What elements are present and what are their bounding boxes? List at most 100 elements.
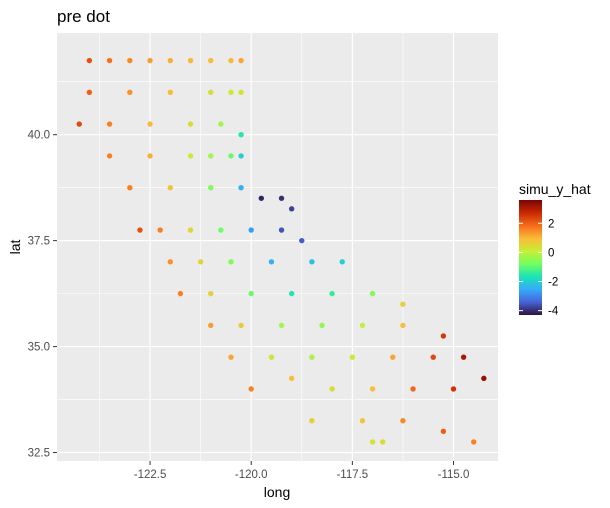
data-point bbox=[319, 322, 325, 329]
data-point bbox=[288, 206, 295, 212]
y-tick-label: 37.5 bbox=[28, 236, 50, 248]
data-point bbox=[167, 259, 173, 265]
data-point bbox=[208, 89, 214, 96]
data-point bbox=[359, 418, 366, 424]
data-point bbox=[390, 354, 396, 360]
data-point bbox=[278, 227, 285, 233]
data-point bbox=[167, 89, 173, 96]
data-point bbox=[127, 89, 133, 96]
data-points bbox=[76, 57, 487, 445]
data-point bbox=[268, 259, 275, 265]
data-point bbox=[400, 322, 406, 329]
data-point bbox=[228, 57, 234, 64]
data-point bbox=[197, 259, 204, 265]
data-point bbox=[278, 195, 285, 201]
data-point bbox=[410, 386, 416, 392]
data-point bbox=[86, 89, 93, 96]
data-point bbox=[208, 290, 214, 297]
data-point bbox=[228, 153, 234, 159]
data-point bbox=[238, 184, 244, 191]
data-point bbox=[258, 195, 265, 201]
x-tick-label: -117.5 bbox=[336, 469, 368, 481]
data-point bbox=[228, 259, 234, 265]
data-point bbox=[238, 89, 244, 96]
data-point bbox=[137, 227, 143, 233]
x-tick-label: -120.0 bbox=[235, 469, 268, 481]
data-point bbox=[228, 354, 234, 360]
data-point bbox=[208, 153, 214, 159]
data-point bbox=[471, 439, 477, 445]
legend: simu_y_hat 2 0 -2 -4 bbox=[519, 181, 591, 318]
data-point bbox=[238, 322, 244, 329]
data-point bbox=[218, 121, 224, 127]
data-point bbox=[228, 89, 234, 96]
data-point bbox=[177, 290, 184, 297]
data-point bbox=[278, 322, 285, 329]
data-point bbox=[238, 57, 244, 64]
data-point bbox=[218, 227, 224, 233]
plot-panel bbox=[57, 33, 498, 461]
data-point bbox=[208, 57, 214, 64]
data-point bbox=[147, 121, 153, 127]
data-point bbox=[481, 375, 487, 382]
y-axis-title: lat bbox=[7, 240, 23, 255]
data-point bbox=[106, 121, 113, 127]
data-point bbox=[187, 153, 194, 159]
data-point bbox=[147, 57, 153, 64]
data-point bbox=[369, 386, 376, 392]
data-point bbox=[147, 153, 153, 159]
data-point bbox=[288, 375, 295, 382]
data-point bbox=[369, 290, 376, 297]
y-axis: 32.5 35.0 37.5 40.0 bbox=[28, 130, 57, 460]
y-tick-label: 32.5 bbox=[28, 448, 50, 460]
data-point bbox=[349, 354, 356, 360]
legend-tick-label: 0 bbox=[548, 247, 554, 259]
legend-colorbar bbox=[519, 200, 542, 315]
data-point bbox=[127, 57, 133, 64]
data-point bbox=[187, 121, 194, 127]
data-point bbox=[430, 354, 436, 360]
data-point bbox=[309, 418, 315, 424]
data-point bbox=[400, 301, 406, 307]
data-point bbox=[329, 290, 335, 297]
data-point bbox=[238, 132, 244, 138]
legend-ticks: 2 0 -2 -4 bbox=[519, 218, 559, 318]
data-point bbox=[369, 439, 376, 445]
legend-title: simu_y_hat bbox=[519, 181, 591, 197]
y-tick-label: 40.0 bbox=[28, 130, 50, 142]
data-point bbox=[86, 57, 93, 64]
data-point bbox=[167, 57, 173, 64]
data-point bbox=[329, 386, 335, 392]
data-point bbox=[379, 439, 386, 445]
data-point bbox=[359, 322, 366, 329]
legend-tick-label: -4 bbox=[548, 306, 559, 318]
data-point bbox=[440, 333, 447, 339]
data-point bbox=[167, 184, 173, 191]
chart-title: pre dot bbox=[57, 7, 110, 26]
x-tick-label: -122.5 bbox=[134, 469, 167, 481]
data-point bbox=[440, 428, 447, 435]
data-point bbox=[339, 259, 345, 265]
data-point bbox=[248, 227, 254, 233]
x-axis: -122.5 -120.0 -117.5 -115.0 bbox=[134, 461, 469, 481]
data-point bbox=[187, 227, 194, 233]
data-point bbox=[299, 237, 305, 244]
data-point bbox=[187, 57, 194, 64]
legend-tick-label: 2 bbox=[548, 218, 554, 230]
data-point bbox=[248, 386, 254, 392]
data-point bbox=[309, 354, 315, 360]
data-point bbox=[208, 322, 214, 329]
data-point bbox=[268, 354, 275, 360]
data-point bbox=[106, 153, 113, 159]
data-point bbox=[400, 418, 406, 424]
data-point bbox=[208, 184, 214, 191]
data-point bbox=[450, 386, 457, 392]
data-point bbox=[157, 227, 163, 233]
x-axis-title: long bbox=[264, 484, 290, 500]
y-tick-label: 35.0 bbox=[28, 342, 50, 354]
legend-tick-label: -2 bbox=[548, 277, 558, 289]
data-point bbox=[127, 184, 133, 191]
data-point bbox=[288, 290, 295, 297]
data-point bbox=[106, 57, 113, 64]
data-point bbox=[238, 153, 244, 159]
